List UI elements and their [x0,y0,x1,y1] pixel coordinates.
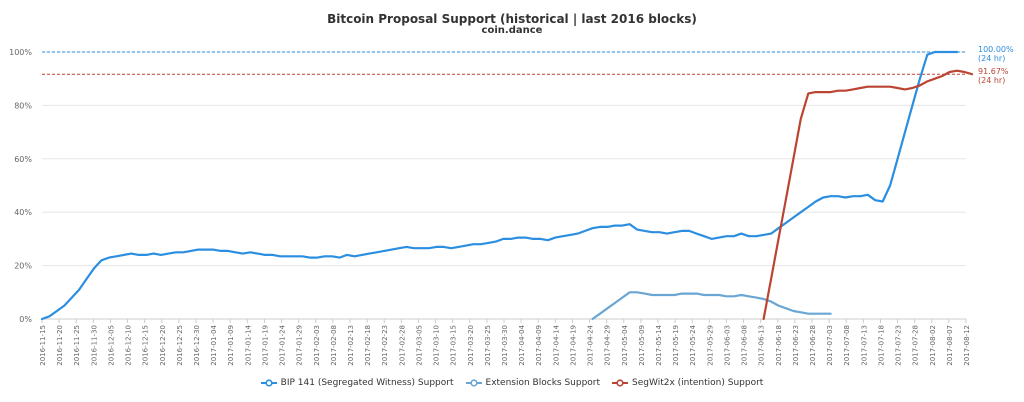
x-tick-label: 2017-02-18 [364,325,372,366]
x-tick-label: 2017-01-04 [210,324,218,365]
x-tick-label: 2017-03-15 [450,325,458,366]
x-tick-label: 2017-02-13 [347,325,355,366]
x-tick-label: 2017-03-25 [484,325,492,366]
x-tick-label: 2017-05-14 [655,324,663,365]
annotation-label: 91.67% [978,67,1009,76]
annotation-sublabel: (24 hr) [978,76,1005,85]
y-tick-label: 100% [9,48,32,57]
x-tick-label: 2016-12-15 [142,325,150,366]
x-tick-label: 2017-01-19 [261,325,269,366]
x-tick-label: 2016-11-30 [90,325,98,366]
annotation-label: 100.00% [978,45,1014,54]
x-tick-label: 2017-06-23 [792,325,800,366]
y-tick-label: 0% [19,315,32,324]
legend-label: SegWit2x (intention) Support [632,378,764,388]
x-tick-label: 2017-07-13 [860,325,868,366]
x-tick-label: 2016-11-25 [73,325,81,366]
x-tick-label: 2017-01-29 [296,325,304,366]
x-tick-label: 2017-07-08 [843,325,851,366]
x-tick-label: 2017-03-05 [415,325,423,366]
series-line-3 [762,69,974,321]
x-tick-label: 2016-12-25 [176,325,184,366]
x-tick-label: 2017-04-24 [587,324,595,365]
x-tick-label: 2017-05-04 [621,324,629,365]
x-tick-label: 2016-11-20 [56,325,64,366]
x-tick-label: 2017-06-03 [723,325,731,366]
x-tick-label: 2016-12-05 [107,325,115,366]
x-tick-label: 2017-08-07 [946,325,954,366]
x-tick-label: 2017-05-29 [706,325,714,366]
y-tick-label: 40% [14,208,32,217]
legend-label: BIP 141 (Segregated Witness) Support [280,378,454,388]
x-tick-label: 2017-04-04 [518,324,526,365]
x-tick-label: 2016-12-20 [159,325,167,366]
x-tick-label: 2017-08-02 [929,325,937,366]
series-line-1 [40,50,959,321]
x-tick-label: 2017-04-29 [604,325,612,366]
x-tick-label: 2017-02-03 [313,325,321,366]
x-tick-label: 2017-06-13 [758,325,766,366]
annotation-sublabel: (24 hr) [978,54,1005,63]
x-tick-label: 2016-12-10 [125,325,133,366]
x-tick-label: 2017-06-18 [775,325,783,366]
legend-marker [465,378,482,387]
y-tick-label: 80% [14,101,32,110]
x-tick-label: 2017-05-09 [638,325,646,366]
x-tick-label: 2017-07-18 [877,325,885,366]
x-tick-label: 2017-04-14 [552,324,560,365]
x-tick-label: 2017-06-28 [809,325,817,366]
series-line-2 [591,291,832,321]
x-tick-label: 2017-03-30 [501,325,509,366]
x-tick-label: 2017-06-08 [741,325,749,366]
x-tick-label: 2017-03-10 [433,325,441,366]
x-tick-label: 2017-03-20 [467,325,475,366]
x-tick-label: 2017-01-09 [227,325,235,366]
x-tick-label: 2016-11-15 [39,325,47,366]
legend-marker [612,378,629,387]
chart-legend: BIP 141 (Segregated Witness) Support Exte… [0,378,1024,388]
x-tick-label: 2017-01-24 [279,324,287,365]
x-tick-label: 2017-07-28 [912,325,920,366]
x-tick-label: 2017-02-23 [381,325,389,366]
legend-item-3[interactable]: SegWit2x (intention) Support [612,378,763,388]
x-tick-label: 2017-07-23 [895,325,903,366]
x-tick-label: 2017-02-28 [398,325,406,366]
x-tick-label: 2017-01-14 [244,324,252,365]
x-tick-label: 2017-04-09 [535,325,543,366]
chart-title: Bitcoin Proposal Support (historical | l… [327,12,697,26]
legend-item-1[interactable]: BIP 141 (Segregated Witness) Support [260,378,454,388]
legend-label: Extension Blocks Support [485,378,601,388]
x-tick-label: 2017-05-24 [689,324,697,365]
legend-item-2[interactable]: Extension Blocks Support [465,378,601,388]
x-tick-label: 2017-04-19 [569,325,577,366]
y-tick-label: 60% [14,155,32,164]
x-tick-label: 2017-08-12 [963,325,971,366]
chart-subtitle: coin.dance [481,25,543,36]
y-tick-label: 20% [14,262,32,271]
legend-marker [260,378,277,387]
x-tick-label: 2017-02-08 [330,325,338,366]
x-tick-label: 2016-12-30 [193,325,201,366]
x-tick-label: 2017-07-03 [826,325,834,366]
x-tick-label: 2017-05-19 [672,325,680,366]
